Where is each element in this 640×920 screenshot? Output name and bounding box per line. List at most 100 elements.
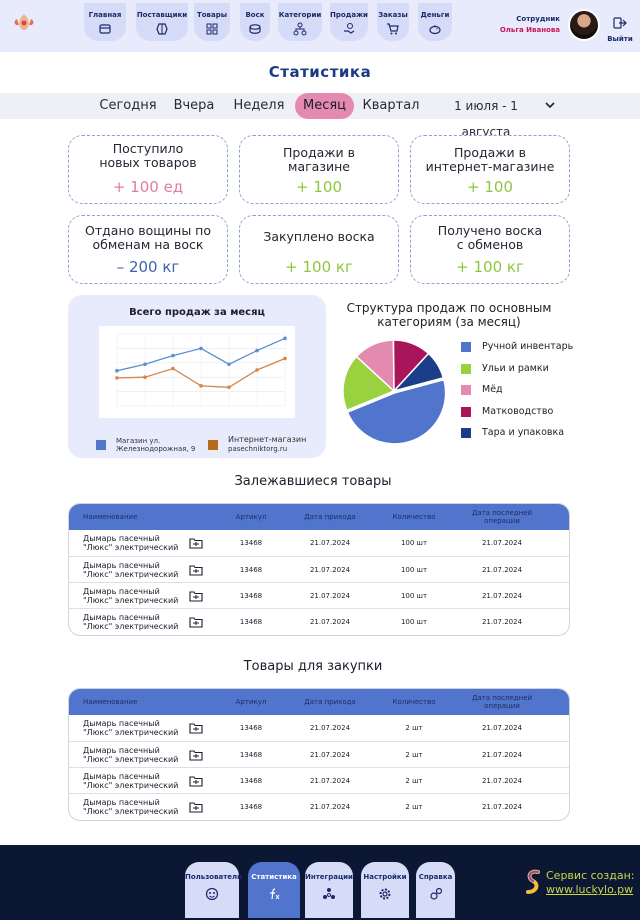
cell-article: 13468	[239, 724, 263, 732]
footer-nav-users[interactable]: Пользователи	[185, 862, 242, 918]
series-0-point	[171, 353, 175, 358]
pie-legend-swatch	[461, 406, 471, 417]
pie-legend-label: Мёд	[482, 384, 503, 395]
pie-legend-label: Тара и упаковка	[482, 427, 565, 438]
service-credit: Сервис создан: www.luckylo.pw	[546, 869, 635, 896]
footer-bar: Пользователи Статистика Интеграции Настр…	[0, 845, 640, 920]
table-row[interactable]: Дымарь пасечный "Люкс" электрический 13468…	[69, 741, 569, 767]
nav-products[interactable]: Товары	[194, 3, 230, 41]
cell-product-name: Дымарь пасечный "Люкс" электрический	[83, 613, 179, 631]
avatar[interactable]	[568, 9, 600, 41]
cell-last-operation: 21.07.2024	[481, 539, 523, 547]
header-quantity[interactable]: Количество	[392, 513, 436, 521]
table-row[interactable]: Дымарь пасечный "Люкс" электрический 13468…	[69, 582, 569, 608]
table-header: Наименование Артикул Дата прихода Количеств…	[69, 689, 569, 715]
cell-quantity: 2 шт	[405, 751, 423, 759]
stat-card-new-products: Поступило новых товаров + 100 ед	[68, 135, 228, 204]
series-1-point	[199, 384, 203, 388]
smoker-folder-icon[interactable]	[189, 721, 203, 735]
bee-logo-icon[interactable]	[10, 9, 38, 37]
series-0-point	[283, 336, 287, 341]
table-row[interactable]: Дымарь пасечный "Люкс" электрический 13468…	[69, 767, 569, 793]
pie-slice-1	[342, 355, 396, 412]
nav-sales[interactable]: Продажи	[330, 3, 368, 41]
smoker-folder-icon[interactable]	[189, 589, 203, 603]
cell-quantity: 2 шт	[405, 777, 423, 785]
period-yesterday[interactable]: Вчера	[173, 98, 215, 113]
table-row[interactable]: Дымарь пасечный "Люкс" электрический 13468…	[69, 715, 569, 741]
card-title: Получено воска с обменов	[437, 223, 543, 252]
table-row[interactable]: Дымарь пасечный "Люкс" электрический 13468…	[69, 556, 569, 582]
smoker-folder-icon[interactable]	[189, 615, 203, 629]
cell-arrival-date: 21.07.2024	[309, 566, 351, 574]
header-article[interactable]: Артикул	[235, 698, 267, 706]
card-value: + 100	[296, 178, 342, 196]
table-row[interactable]: Дымарь пасечный "Люкс" электрический 13468…	[69, 793, 569, 819]
nav-home[interactable]: Главная	[84, 3, 126, 41]
legend-swatch-store	[96, 440, 106, 450]
logout-button[interactable]: Выйти	[605, 14, 635, 43]
integrations-icon	[323, 888, 335, 899]
pie-legend-label: Ульи и рамки	[482, 362, 549, 374]
header-name[interactable]: Наименование	[83, 698, 138, 706]
footer-nav-statistics[interactable]: Статистика	[248, 862, 300, 918]
category-pie-chart	[342, 339, 447, 445]
header-name[interactable]: Наименование	[83, 513, 138, 521]
header-quantity[interactable]: Количество	[392, 698, 436, 706]
table-row[interactable]: Дымарь пасечный "Люкс" электрический 13468…	[69, 608, 569, 634]
series-1-point	[227, 385, 231, 390]
period-selector: Сегодня Вчера Неделя Месяц Квартал 1 июл…	[0, 93, 640, 139]
period-month[interactable]: Месяц	[295, 93, 354, 119]
cell-article: 13468	[239, 803, 263, 811]
cell-product-name: Дымарь пасечный "Люкс" электрический	[83, 534, 179, 552]
footer-nav-integrations[interactable]: Интеграции	[305, 862, 353, 918]
wax-icon	[249, 24, 261, 34]
page-title: Статистика	[268, 63, 372, 81]
cell-article: 13468	[239, 592, 263, 600]
cell-last-operation: 21.07.2024	[481, 777, 523, 785]
series-1-point	[255, 368, 259, 372]
smoker-folder-icon[interactable]	[189, 536, 203, 550]
header-article[interactable]: Артикул	[235, 513, 267, 521]
sales-line-chart	[99, 326, 295, 418]
nav-wax[interactable]: Воск	[240, 3, 270, 41]
series-1-point	[171, 366, 175, 371]
table-row[interactable]: Дымарь пасечный "Люкс" электрический 13468…	[69, 530, 569, 556]
card-title: Закуплено воска	[263, 229, 375, 244]
smoker-folder-icon[interactable]	[189, 800, 203, 814]
card-title: Продажи в интернет-магазине	[425, 145, 555, 174]
card-title: Поступило новых товаров	[99, 141, 197, 170]
cell-arrival-date: 21.07.2024	[309, 618, 351, 626]
pie-legend-label: Матководство	[482, 405, 554, 417]
smoker-folder-icon[interactable]	[189, 748, 203, 762]
cell-quantity: 100 шт	[400, 566, 428, 574]
header-last-operation[interactable]: Дата последней операции	[471, 509, 533, 525]
cell-product-name: Дымарь пасечный "Люкс" электрический	[83, 798, 179, 816]
period-quarter[interactable]: Квартал	[362, 98, 420, 113]
stale-products-table: Наименование Артикул Дата прихода Количеств…	[68, 503, 570, 636]
footer-nav-help[interactable]: Справка	[416, 862, 455, 918]
header-last-operation[interactable]: Дата последней операции	[471, 694, 533, 710]
nav-suppliers[interactable]: Поставщики	[136, 3, 188, 41]
cell-article: 13468	[239, 777, 263, 785]
period-week[interactable]: Неделя	[233, 98, 285, 113]
luckylo-logo-icon	[526, 869, 540, 894]
header-arrival[interactable]: Дата прихода	[304, 698, 356, 706]
cell-product-name: Дымарь пасечный "Люкс" электрический	[83, 746, 179, 764]
card-value: – 200 кг	[116, 258, 180, 276]
top-navigation-bar: Главная Поставщики Товары Воск Категории…	[0, 0, 640, 52]
nav-categories[interactable]: Категории	[278, 3, 322, 41]
series-0-point	[143, 362, 147, 367]
service-credit-link[interactable]: www.luckylo.pw	[546, 883, 634, 896]
smoker-folder-icon[interactable]	[189, 774, 203, 788]
pie-legend-swatch	[461, 385, 471, 395]
period-date-range[interactable]: 1 июля - 1 августа	[454, 99, 518, 139]
nav-orders[interactable]: Заказы	[377, 3, 409, 41]
chevron-down-icon[interactable]	[544, 99, 556, 111]
logout-icon	[613, 17, 627, 29]
footer-nav-settings[interactable]: Настройки	[361, 862, 409, 918]
nav-money[interactable]: Деньги	[418, 3, 452, 41]
header-arrival[interactable]: Дата прихода	[304, 513, 356, 521]
period-today[interactable]: Сегодня	[99, 98, 157, 113]
smoker-folder-icon[interactable]	[189, 563, 203, 577]
